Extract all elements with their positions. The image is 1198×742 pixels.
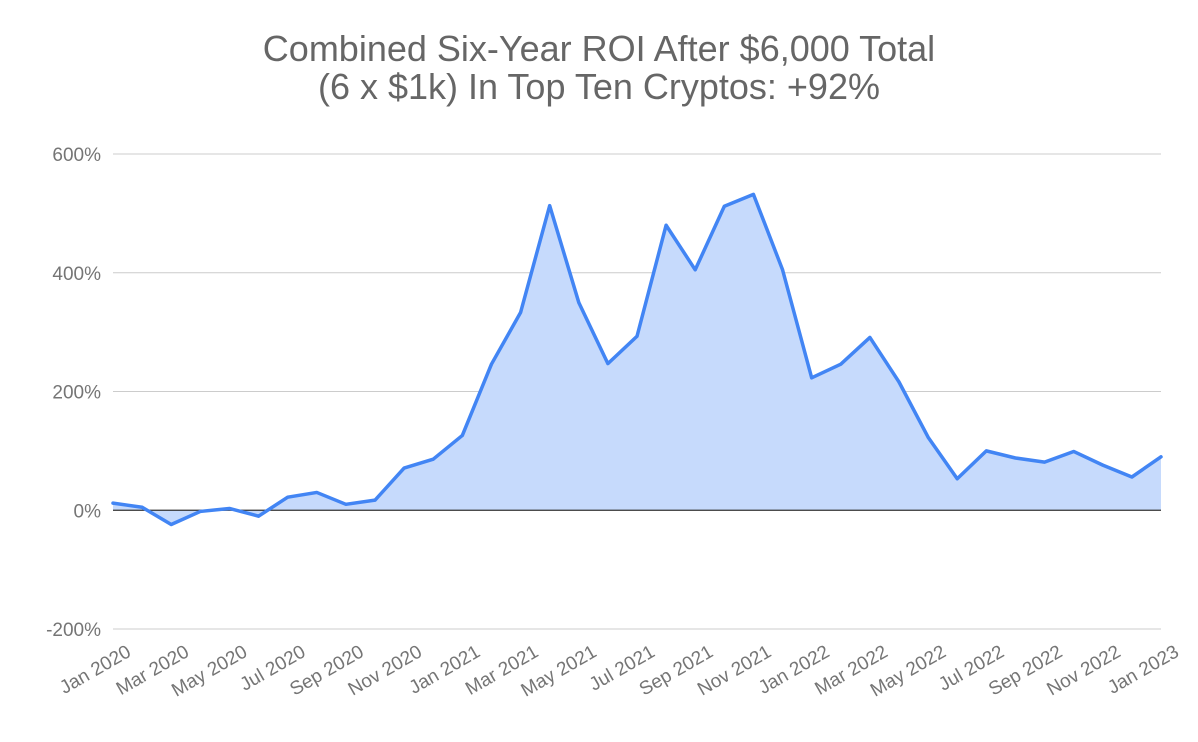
data-point [606, 362, 610, 366]
data-point [926, 435, 930, 439]
data-point [839, 362, 843, 366]
y-axis-ticks: 600% 400% 200% 0% -200% [46, 145, 101, 641]
data-point [897, 380, 901, 384]
data-point [722, 204, 726, 208]
data-point [1072, 449, 1076, 453]
y-tick-label: -200% [46, 620, 101, 641]
data-point [1130, 475, 1134, 479]
chart-title: Combined Six-Year ROI After $6,000 Total… [0, 30, 1198, 106]
y-tick-label: 200% [52, 383, 101, 404]
data-point [140, 505, 144, 509]
data-point [1159, 455, 1163, 459]
data-point [111, 501, 115, 505]
chart-title-line-1: Combined Six-Year ROI After $6,000 Total [262, 28, 936, 69]
data-point [577, 300, 581, 304]
data-point [955, 477, 959, 481]
data-point [257, 514, 261, 518]
data-points [111, 192, 1163, 526]
y-tick-label: 600% [52, 145, 101, 166]
data-point [431, 457, 435, 461]
data-point [635, 334, 639, 338]
data-point [286, 495, 290, 499]
data-point [1013, 456, 1017, 460]
data-point [373, 498, 377, 502]
chart-title-line-2: (6 x $1k) In Top Ten Cryptos: +92% [318, 66, 880, 107]
data-point [751, 192, 755, 196]
data-point [810, 376, 814, 380]
data-point [548, 204, 552, 208]
data-point [227, 506, 231, 510]
data-point [984, 449, 988, 453]
data-point [781, 268, 785, 272]
data-point [402, 466, 406, 470]
data-point [664, 223, 668, 227]
data-point [1043, 460, 1047, 464]
data-point [868, 335, 872, 339]
data-point [198, 509, 202, 513]
area-fill [113, 194, 1161, 525]
data-point [519, 311, 523, 315]
data-point [169, 523, 173, 526]
y-tick-label: 400% [52, 264, 101, 285]
data-point [693, 268, 697, 272]
data-point [1101, 463, 1105, 467]
data-point [489, 362, 493, 366]
data-point [344, 502, 348, 506]
data-point [315, 490, 319, 494]
data-point [460, 433, 464, 437]
data-area [111, 192, 1163, 527]
y-tick-label: 0% [74, 501, 102, 522]
